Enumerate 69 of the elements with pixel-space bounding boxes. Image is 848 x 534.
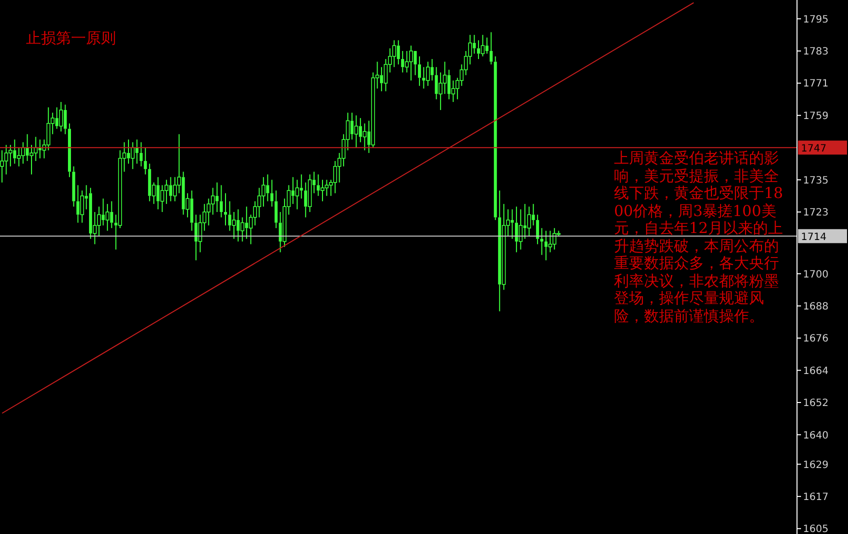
candlestick <box>384 58 388 92</box>
annotation: 止损第一原则 <box>26 29 116 48</box>
candlestick <box>485 37 488 54</box>
candlestick <box>72 166 76 208</box>
candlestick <box>442 61 447 94</box>
y-tick-label: 1759 <box>803 110 828 122</box>
candlestick <box>490 32 493 65</box>
y-tick-label: 1783 <box>803 46 828 58</box>
ref-line-label: 1747 <box>801 144 826 155</box>
candlestick <box>362 122 367 151</box>
candlestick <box>206 198 211 226</box>
candlestick <box>333 160 338 194</box>
candlestick <box>480 34 485 57</box>
ref-line-label: 1714 <box>801 232 826 244</box>
candlestick <box>220 184 223 218</box>
candlestick <box>148 163 152 202</box>
candlestick <box>320 179 324 202</box>
candlestick <box>257 187 262 218</box>
candlestick <box>68 122 71 178</box>
candlestick <box>494 56 497 221</box>
candlestick <box>308 174 312 212</box>
y-tick-label: 1735 <box>803 175 828 186</box>
candlestick <box>135 139 138 164</box>
candlestick <box>144 147 147 175</box>
y-tick-label: 1640 <box>803 430 828 442</box>
candlestick <box>210 187 215 216</box>
candlestick <box>401 50 404 73</box>
candlestick <box>270 179 274 208</box>
candlestick <box>172 176 177 202</box>
candlestick <box>409 45 413 82</box>
candlestick <box>300 174 303 200</box>
y-tick-label: 1723 <box>803 208 828 219</box>
candlestick <box>140 142 143 167</box>
candlestick <box>295 179 300 210</box>
y-tick-label: 1605 <box>803 524 828 534</box>
candlestick <box>97 206 101 237</box>
y-tick-label: 1771 <box>803 78 828 90</box>
candlestick <box>232 211 236 240</box>
candlestick <box>304 182 308 218</box>
candlestick <box>540 228 544 256</box>
y-tick-label: 1652 <box>803 398 828 410</box>
candlestick <box>552 228 556 250</box>
candlestick <box>240 216 244 242</box>
candlestick <box>536 214 540 245</box>
y-tick-label: 1688 <box>803 301 828 312</box>
y-tick-label: 1629 <box>803 460 828 471</box>
candlestick <box>164 179 168 204</box>
y-tick-label: 1617 <box>803 492 828 503</box>
candlestick <box>262 176 266 208</box>
candlestick <box>274 190 278 229</box>
text: 上周黄金受伯老讲话的影响，美元受提振，非美全线下跌，黄金也受限于1800价格，周3暴搓100美元，自去年12月以来的上升趋势跌破，本周公布的重要数据众多，各大央行利率决议，非农都将粉墨登场，操作尽量规避风险，数据前谨慎操作。 <box>614 149 784 324</box>
candlestick <box>396 40 400 65</box>
candlestick <box>502 203 506 290</box>
candlestick <box>426 61 430 86</box>
candlestick <box>59 101 63 132</box>
candlestick <box>438 72 442 111</box>
candlestick <box>224 192 227 226</box>
y-tick-label: 1664 <box>803 366 828 377</box>
y-tick-label: 1676 <box>803 334 828 345</box>
candlestick <box>21 142 25 164</box>
y-tick-label: 1795 <box>803 14 828 26</box>
candlestick <box>418 56 421 86</box>
candlestick <box>498 190 502 312</box>
y-tick-label: 1700 <box>803 269 828 280</box>
candlestick <box>477 40 480 60</box>
candlestick <box>404 50 409 73</box>
candlestick <box>106 203 110 232</box>
candlestick <box>160 184 164 212</box>
candlestick <box>354 114 358 148</box>
